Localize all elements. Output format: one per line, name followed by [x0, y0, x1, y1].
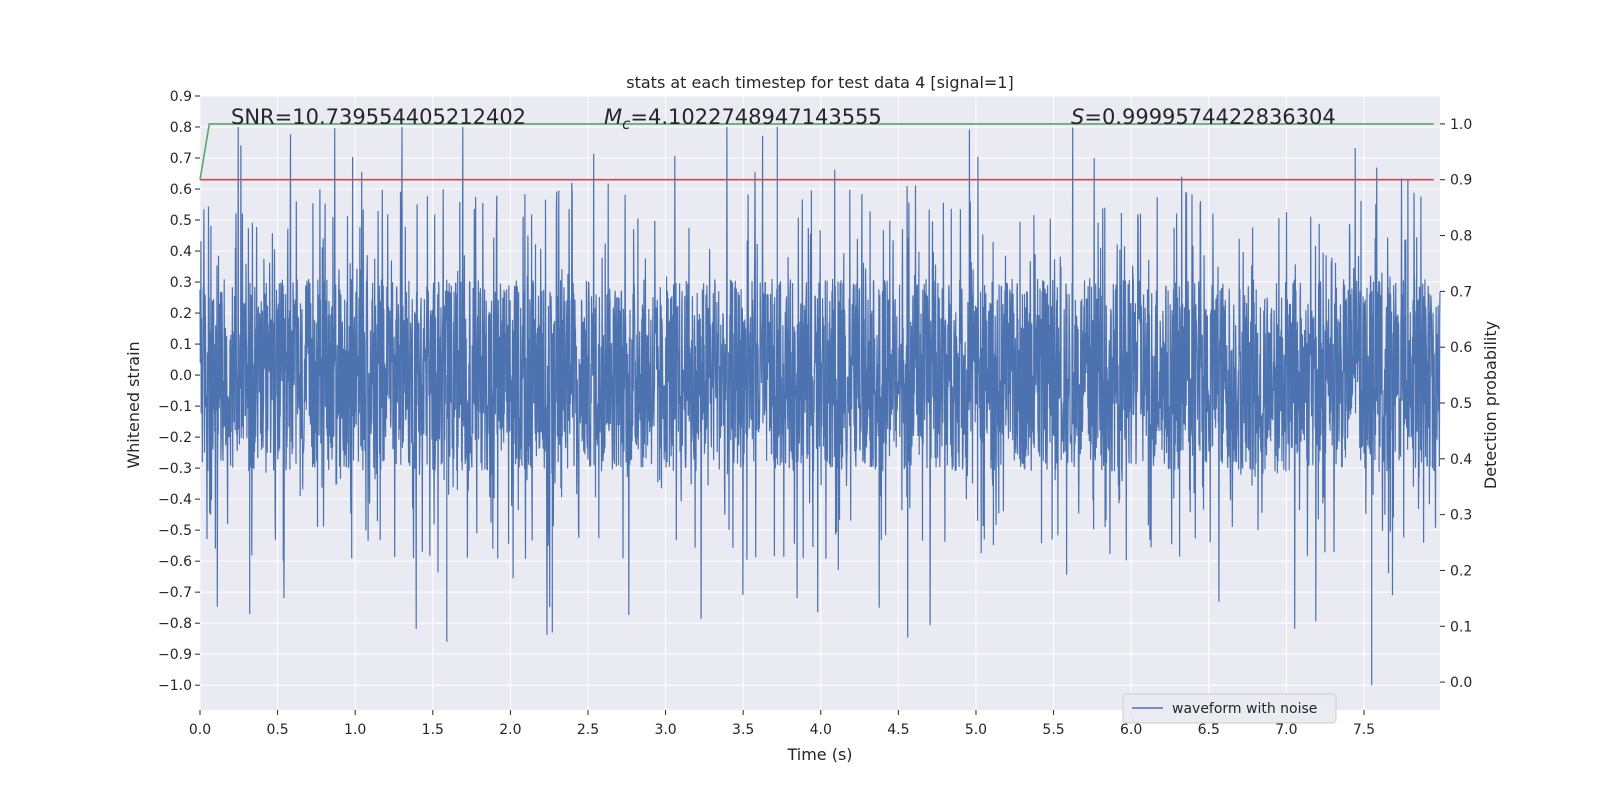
x-tick-label: 5.5	[1042, 722, 1064, 738]
y-tick-label: 0.5	[170, 213, 192, 229]
y2-tick-label: 0.9	[1450, 173, 1472, 189]
y-tick-label: 0.2	[170, 306, 192, 322]
x-tick-label: 0.5	[266, 722, 288, 738]
y-tick-label: −0.6	[158, 554, 192, 570]
y2-tick-label: 0.6	[1450, 340, 1472, 356]
chirp-mass-subscript: c	[622, 115, 631, 133]
y-axis-label: Whitened strain	[124, 341, 143, 468]
waveform-line	[199, 126, 1441, 686]
chart-title: stats at each timestep for test data 4 […	[626, 73, 1013, 92]
x-tick-label: 6.0	[1120, 722, 1142, 738]
legend: waveform with noise	[1122, 693, 1337, 724]
y-tick-label: 0.0	[170, 368, 192, 384]
y-tick-label: −0.5	[158, 523, 192, 539]
y-tick-label: 0.1	[170, 337, 192, 353]
y2-tick-label: 0.2	[1450, 563, 1472, 579]
x-tick-label: 7.5	[1353, 722, 1375, 738]
x-tick-label: 2.5	[577, 722, 599, 738]
y-tick-label: 0.7	[170, 151, 192, 167]
score-symbol: S	[1071, 105, 1084, 129]
y-tick-label: −0.7	[158, 585, 192, 601]
y2-tick-label: 0.0	[1450, 675, 1472, 691]
y-ticks: 0.9 0.8 0.7 0.6 0.5 0.4 0.3 0.2 0.1 0.0 −0.1 −0.2 −0…	[158, 89, 200, 694]
y-tick-label: 0.6	[170, 182, 192, 198]
x-tick-label: 4.5	[887, 722, 909, 738]
x-tick-label: 0.0	[189, 722, 211, 738]
y-tick-label: 0.9	[170, 89, 192, 105]
x-tick-label: 2.0	[499, 722, 521, 738]
x-tick-label: 6.5	[1198, 722, 1220, 738]
y2-axis-label: Detection probability	[1481, 321, 1500, 489]
y2-tick-label: 0.7	[1450, 284, 1472, 300]
y-tick-label: −0.8	[158, 616, 192, 632]
y2-ticks: 1.0 0.9 0.8 0.7 0.6 0.5 0.4 0.3 0.2 0.1 0.0	[1440, 117, 1472, 691]
x-tick-label: 3.5	[732, 722, 754, 738]
y-tick-label: −0.3	[158, 461, 192, 477]
y2-tick-label: 0.3	[1450, 508, 1472, 524]
y-tick-label: 0.4	[170, 244, 192, 260]
chirp-mass-symbol: M	[604, 105, 622, 129]
chirp-mass-value: =4.1022748947143555	[630, 105, 881, 129]
y-tick-label: −1.0	[158, 678, 192, 694]
y-tick-label: −0.2	[158, 430, 192, 446]
y-tick-label: 0.8	[170, 120, 192, 136]
y2-tick-label: 1.0	[1450, 117, 1472, 133]
x-tick-label: 1.0	[344, 722, 366, 738]
score-value: =0.9999574422836304	[1084, 105, 1335, 129]
x-tick-label: 1.5	[422, 722, 444, 738]
snr-annotation: SNR=10.739554405212402	[231, 105, 526, 129]
y2-tick-label: 0.1	[1450, 619, 1472, 635]
x-tick-label: 3.0	[654, 722, 676, 738]
x-tick-label: 5.0	[965, 722, 987, 738]
x-tick-label: 4.0	[810, 722, 832, 738]
x-ticks: 0.0 0.5 1.0 1.5 2.0 2.5 3.0 3.5 4.0 4.5 5.0 5.5 6.0 6…	[189, 710, 1375, 738]
y-tick-label: 0.3	[170, 275, 192, 291]
y-tick-label: −0.9	[158, 647, 192, 663]
legend-box	[1122, 693, 1337, 724]
y2-tick-label: 0.4	[1450, 452, 1472, 468]
waveform-series	[199, 126, 1441, 686]
y-tick-label: −0.4	[158, 492, 192, 508]
y2-tick-label: 0.5	[1450, 396, 1472, 412]
x-tick-label: 7.0	[1275, 722, 1297, 738]
y-tick-label: −0.1	[158, 399, 192, 415]
x-axis-label: Time (s)	[786, 745, 852, 764]
probability-series	[199, 123, 1434, 181]
y2-tick-label: 0.8	[1450, 229, 1472, 245]
chirp-mass-annotation: Mc=4.1022748947143555	[604, 105, 882, 133]
score-annotation: S=0.9999574422836304	[1071, 105, 1336, 129]
detection-probability-line	[199, 123, 1434, 180]
legend-label: waveform with noise	[1172, 701, 1317, 717]
